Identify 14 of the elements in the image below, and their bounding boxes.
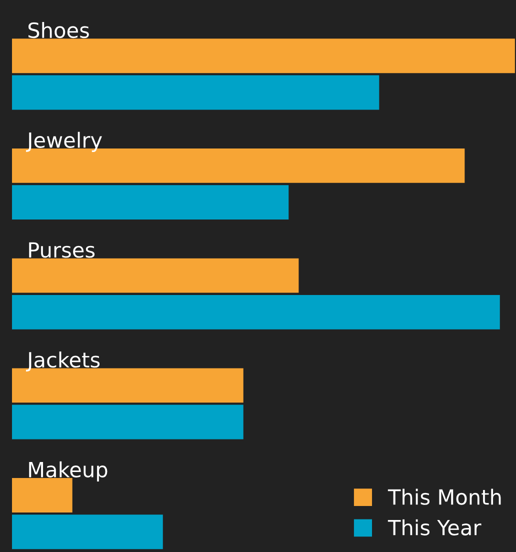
bar bbox=[12, 514, 163, 550]
bar bbox=[12, 185, 289, 220]
bar bbox=[12, 75, 380, 110]
bar bbox=[12, 404, 244, 440]
y-tick-label: Jewelry bbox=[26, 132, 102, 152]
legend-label: This Year bbox=[388, 519, 482, 536]
bar bbox=[12, 258, 299, 293]
bar bbox=[12, 38, 515, 74]
y-tick-label: Shoes bbox=[28, 22, 89, 38]
y-tick-label: Jackets bbox=[26, 352, 100, 372]
bar bbox=[12, 294, 500, 330]
y-tick-label: Purses bbox=[29, 242, 95, 258]
legend-label: This Month bbox=[388, 488, 501, 505]
y-tick-label: Makeup bbox=[29, 461, 108, 482]
